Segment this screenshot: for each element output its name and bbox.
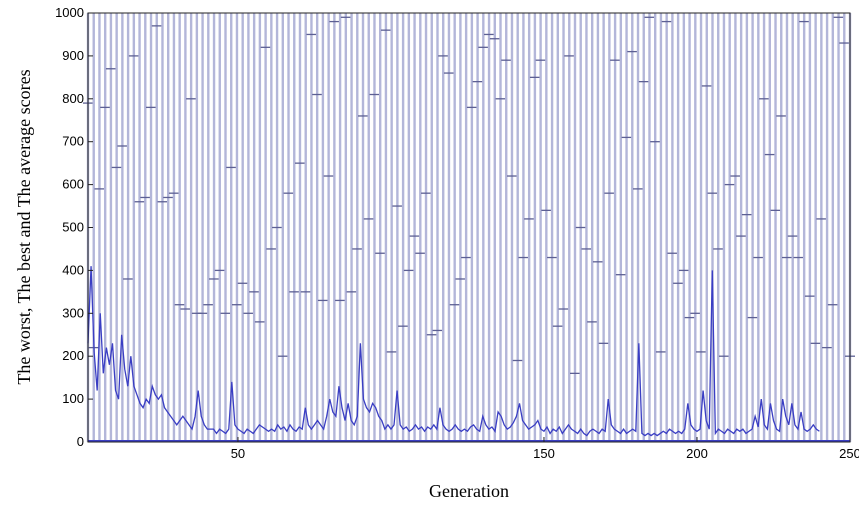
series-group: [87, 266, 850, 442]
y-axis-ticks: 0 100 200 300 400 500 600 700 800 900 1000: [55, 5, 93, 449]
bar-whisker-group: [83, 13, 855, 442]
x-tick-label: 250: [839, 446, 859, 461]
y-tick-label: 0: [77, 434, 84, 449]
x-axis-label: Generation: [429, 481, 509, 501]
series-line: [87, 266, 820, 437]
y-tick-label: 100: [62, 391, 84, 406]
x-tick-label: 200: [686, 446, 708, 461]
y-axis-label: The worst, The best and The average scor…: [14, 69, 34, 384]
x-tick-label: 150: [533, 446, 555, 461]
y-tick-label: 500: [62, 220, 84, 235]
y-tick-label: 300: [62, 305, 84, 320]
y-tick-label: 800: [62, 91, 84, 106]
y-tick-label: 700: [62, 134, 84, 149]
x-tick-label: 50: [231, 446, 245, 461]
y-tick-label: 200: [62, 348, 84, 363]
y-tick-label: 1000: [55, 5, 84, 20]
x-axis-ticks: 50 150 200 250: [231, 437, 859, 461]
y-tick-label: 400: [62, 262, 84, 277]
y-tick-label: 600: [62, 177, 84, 192]
y-tick-label: 900: [62, 48, 84, 63]
